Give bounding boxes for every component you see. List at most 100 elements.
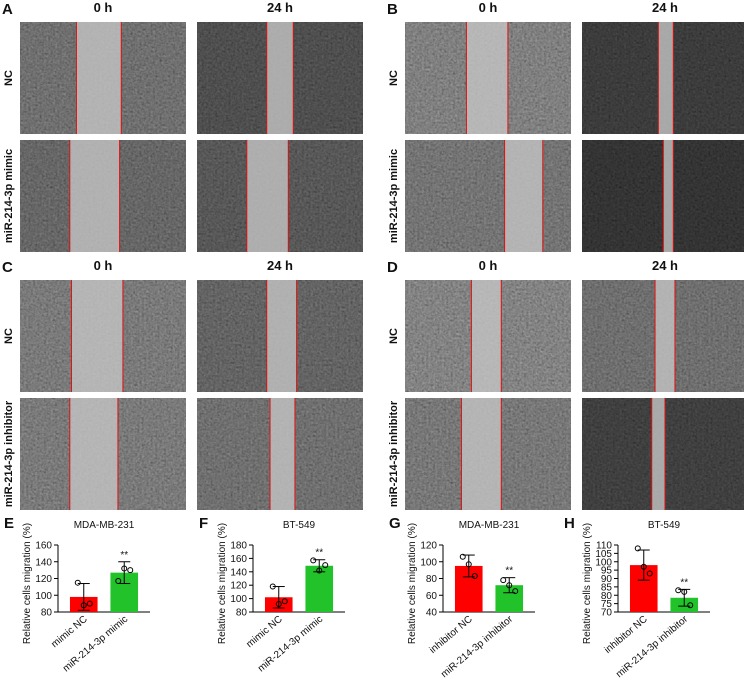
data-point <box>506 582 513 589</box>
row-label: miR-214-3p mimic <box>388 149 400 243</box>
panel-letter: C <box>2 259 13 276</box>
row-label: miR-214-3p mimic <box>3 149 15 243</box>
data-point <box>121 565 128 572</box>
y-tick-label: 100 <box>35 591 52 602</box>
y-axis-label: Relative cells migration (%) <box>22 523 33 644</box>
y-tick-label: 60 <box>426 591 438 602</box>
wound-area <box>266 280 297 392</box>
y-tick-label: 80 <box>41 608 53 619</box>
category-label: mimic NC <box>49 614 89 650</box>
data-point <box>512 588 519 595</box>
y-tick-label: 180 <box>230 541 247 552</box>
significance: ** <box>505 566 513 577</box>
data-point <box>80 602 87 609</box>
chart-title: MDA-MB-231 <box>74 520 135 531</box>
data-point <box>681 588 688 595</box>
significance: ** <box>120 550 128 561</box>
y-tick-label: 100 <box>230 594 247 605</box>
wound-area <box>270 398 295 510</box>
column-heading: 0 h <box>479 0 498 15</box>
data-point <box>500 577 507 584</box>
panel-letter: H <box>564 515 575 532</box>
y-tick-label: 160 <box>230 554 247 565</box>
panel-letter: F <box>199 515 208 532</box>
wound-area <box>655 280 675 392</box>
column-heading: 24 h <box>267 258 293 273</box>
y-tick-label: 80 <box>601 591 613 602</box>
column-heading: 0 h <box>94 0 113 15</box>
y-tick-label: 100 <box>595 557 612 568</box>
chart-title: BT-549 <box>648 520 681 531</box>
wound-area <box>466 22 508 134</box>
row-label: NC <box>388 70 400 86</box>
y-axis-label: Relative cells migration (%) <box>582 523 593 644</box>
bar <box>305 565 334 612</box>
data-point <box>634 545 641 552</box>
wound-area <box>246 140 289 252</box>
y-tick-label: 80 <box>236 608 248 619</box>
micrograph <box>405 140 571 252</box>
data-point <box>281 598 288 605</box>
row-label: NC <box>3 70 15 86</box>
y-tick-label: 120 <box>420 541 437 552</box>
significance: ** <box>315 548 323 559</box>
category-label: miR-214-3p inhibitor <box>439 613 516 680</box>
wound-area <box>651 398 665 510</box>
y-tick-label: 120 <box>230 581 247 592</box>
wound-area <box>663 140 674 252</box>
significance: ** <box>680 577 688 588</box>
category-label: miR-214-3p inhibitor <box>614 613 691 680</box>
row-label: miR-214-3p inhibitor <box>388 400 400 507</box>
data-point <box>687 602 694 609</box>
category-label: mimic NC <box>244 614 284 650</box>
data-point <box>275 600 282 607</box>
data-point <box>646 570 653 577</box>
y-tick-label: 95 <box>601 566 613 577</box>
row-label: NC <box>388 328 400 344</box>
y-tick-label: 160 <box>35 541 52 552</box>
y-tick-label: 110 <box>596 541 612 552</box>
data-point <box>74 579 81 586</box>
y-axis-label: Relative cells migration (%) <box>407 523 418 644</box>
y-tick-label: 90 <box>601 574 613 585</box>
wound-area <box>504 140 543 252</box>
panel-letter: E <box>4 515 14 532</box>
data-point <box>86 600 93 607</box>
y-tick-label: 85 <box>601 582 613 593</box>
wound-area <box>471 280 502 392</box>
data-point <box>322 562 329 569</box>
y-axis-label: Relative cells migration (%) <box>217 523 228 644</box>
wound-area <box>71 280 123 392</box>
panel-letter: A <box>2 1 13 18</box>
data-point <box>675 587 682 594</box>
wound-area <box>266 22 294 134</box>
chart-title: MDA-MB-231 <box>459 520 520 531</box>
data-point <box>465 561 472 568</box>
wound-area <box>69 140 120 252</box>
data-point <box>471 572 478 579</box>
data-point <box>316 567 323 574</box>
column-heading: 0 h <box>479 258 498 273</box>
y-tick-label: 140 <box>230 567 247 578</box>
panel-letter: B <box>387 1 398 18</box>
row-label: NC <box>3 328 15 344</box>
panel-letter: D <box>387 259 398 276</box>
column-heading: 24 h <box>652 0 678 15</box>
column-heading: 0 h <box>94 258 113 273</box>
column-heading: 24 h <box>267 0 293 15</box>
data-point <box>310 557 317 564</box>
y-tick-label: 40 <box>426 608 438 619</box>
data-point <box>127 567 134 574</box>
y-tick-label: 105 <box>595 549 612 560</box>
y-tick-label: 120 <box>35 574 52 585</box>
panel-letter: G <box>389 515 401 532</box>
chart-title: BT-549 <box>283 520 316 531</box>
y-tick-label: 100 <box>420 557 437 568</box>
y-tick-label: 140 <box>35 557 52 568</box>
wound-area <box>69 398 118 510</box>
wound-area <box>461 398 502 510</box>
data-point <box>269 583 276 590</box>
data-point <box>115 578 122 585</box>
